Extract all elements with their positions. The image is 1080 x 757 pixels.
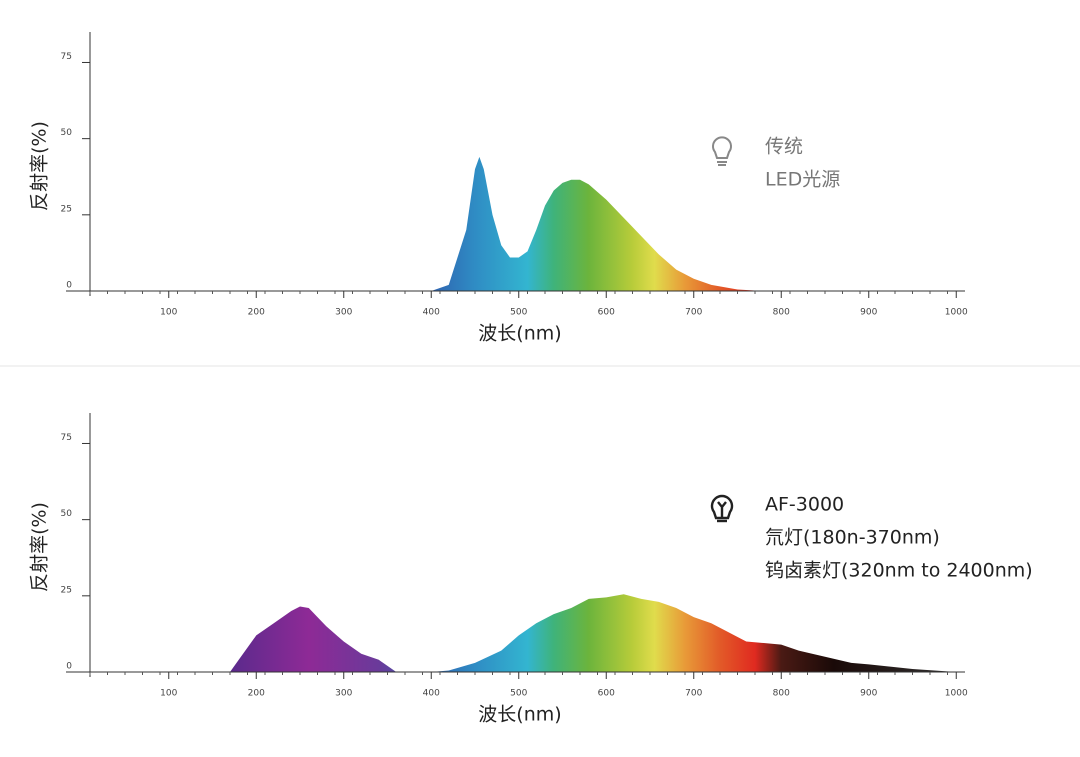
x-tick-label: 500 — [510, 308, 527, 318]
x-tick-label: 700 — [685, 308, 702, 318]
x-tick-label: 1000 — [945, 689, 968, 699]
y-tick-label: 50 — [61, 128, 73, 138]
x-tick-label: 800 — [773, 308, 790, 318]
spectrum-area — [431, 156, 764, 291]
y-tick-label: 75 — [61, 433, 72, 443]
y-tick-label: 50 — [61, 509, 73, 519]
x-tick-label: 300 — [335, 308, 352, 318]
x-tick-label: 200 — [248, 308, 265, 318]
x-tick-label: 100 — [160, 689, 177, 699]
legend-text: 氘灯(180n-370nm) — [765, 527, 940, 549]
y-axis-label: 反射率(%) — [29, 121, 51, 211]
x-tick-label: 300 — [335, 689, 352, 699]
legend-text: LED光源 — [765, 169, 840, 191]
x-tick-label: 600 — [598, 689, 615, 699]
x-tick-label: 100 — [160, 308, 177, 318]
x-tick-label: 600 — [598, 308, 615, 318]
x-tick-label: 200 — [248, 689, 265, 699]
x-tick-label: 700 — [685, 689, 702, 699]
y-tick-label: 25 — [61, 204, 72, 214]
x-tick-label: 400 — [423, 308, 440, 318]
y-tick-label: 0 — [66, 281, 72, 291]
legend-text: 钨卤素灯(320nm to 2400nm) — [765, 560, 1033, 582]
x-tick-label: 900 — [860, 689, 877, 699]
bulb-icon — [710, 494, 734, 523]
legend-text: AF-3000 — [765, 494, 844, 516]
y-tick-label: 75 — [61, 52, 72, 62]
x-tick-label: 500 — [510, 689, 527, 699]
x-axis-label: 波长(nm) — [478, 323, 561, 345]
x-tick-label: 900 — [860, 308, 877, 318]
x-tick-label: 1000 — [945, 308, 968, 318]
x-axis-label: 波长(nm) — [478, 704, 561, 726]
y-axis-label: 反射率(%) — [29, 502, 51, 592]
y-tick-label: 0 — [66, 662, 72, 672]
legend-text: 传统 — [765, 136, 803, 158]
y-tick-label: 25 — [61, 585, 72, 595]
x-tick-label: 400 — [423, 689, 440, 699]
spectrum-area — [230, 594, 957, 672]
x-tick-label: 800 — [773, 689, 790, 699]
bulb-icon — [712, 136, 732, 166]
